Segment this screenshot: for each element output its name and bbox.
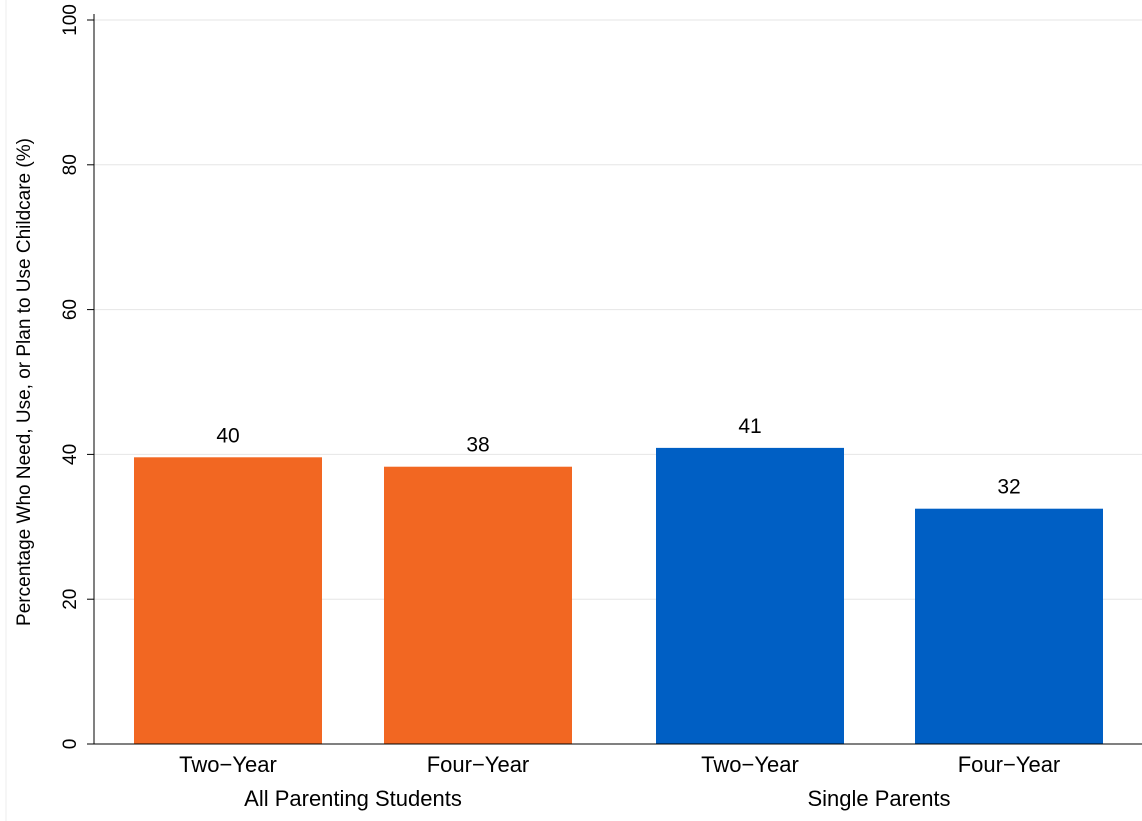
bar bbox=[134, 457, 322, 744]
y-tick-label: 0 bbox=[60, 739, 81, 750]
bar-value-label: 41 bbox=[738, 415, 761, 438]
x-group-label: All Parenting Students bbox=[244, 786, 462, 811]
y-tick-label: 20 bbox=[60, 589, 81, 610]
y-axis-title: Percentage Who Need, Use, or Plan to Use… bbox=[14, 138, 35, 626]
bar-value-label: 32 bbox=[997, 476, 1020, 499]
bar bbox=[915, 508, 1103, 744]
y-tick-label: 100 bbox=[60, 4, 81, 36]
bar-value-label: 40 bbox=[216, 424, 239, 447]
labels: 0 20 40 60 80 100 40 Two−Year 38 Four−Year 41 Two−Y… bbox=[60, 4, 1060, 811]
y-tick-label: 80 bbox=[60, 154, 81, 175]
y-tick-label: 60 bbox=[60, 299, 81, 320]
x-category-label: Two−Year bbox=[179, 752, 277, 777]
y-tick-label: 40 bbox=[60, 444, 81, 465]
x-group-label: Single Parents bbox=[807, 786, 950, 811]
axes bbox=[87, 14, 1142, 745]
bar-value-label: 38 bbox=[466, 434, 489, 457]
bar bbox=[656, 447, 844, 744]
bars bbox=[134, 447, 1103, 744]
x-category-label: Four−Year bbox=[427, 752, 530, 777]
x-category-label: Two−Year bbox=[701, 752, 799, 777]
x-category-label: Four−Year bbox=[958, 752, 1061, 777]
bar bbox=[384, 466, 572, 744]
